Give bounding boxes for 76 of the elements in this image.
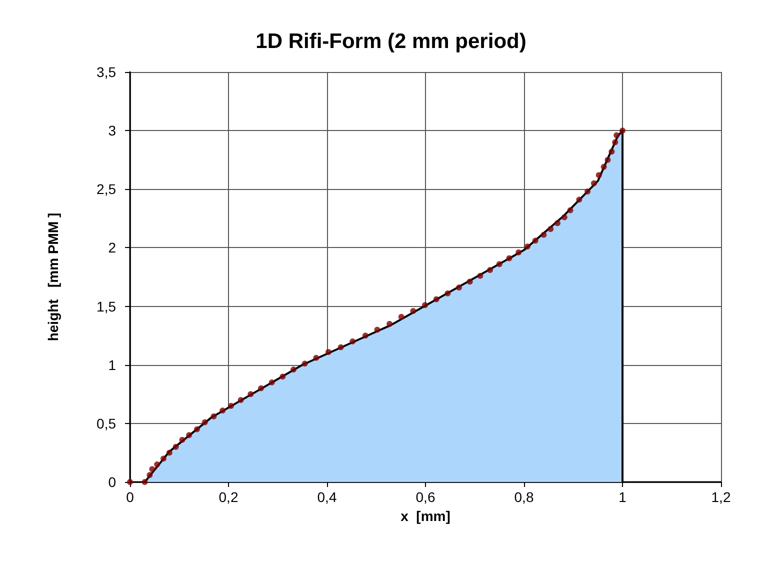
point [604,156,611,163]
point [410,308,416,314]
point [127,479,133,485]
x-tick-label: 1 [618,489,627,505]
y-tick-label: 3,5 [96,64,116,80]
point [258,385,264,392]
point [596,172,602,178]
point [477,272,484,279]
point [248,391,254,398]
point [268,379,275,386]
point [614,132,620,138]
point [290,366,297,373]
point [228,402,234,409]
point [238,397,244,403]
point [524,244,530,250]
point [154,461,160,468]
point [433,296,440,302]
x-tick-label: 0,8 [514,489,534,505]
point [422,302,428,308]
point [612,139,618,146]
x-tick-label: 0,4 [317,489,337,505]
x-axis-title: x [mm] [400,508,450,524]
point [567,207,574,214]
point [302,360,308,367]
y-tick-label: 0 [108,474,116,490]
point [584,188,591,194]
chart-title: 1D Rifi-Form (2 mm period) [256,30,526,53]
point [506,255,512,262]
point [202,419,208,426]
point [398,314,404,320]
point [576,196,582,203]
x-tick-label: 0,6 [416,489,436,505]
point [146,472,153,478]
point [186,432,192,438]
point [532,238,538,244]
point [540,232,547,238]
y-tick-label: 1,5 [96,298,116,314]
point [350,338,356,344]
point [487,266,494,273]
point [338,344,344,350]
y-axis-title: height [mm PMM ] [45,212,61,342]
point [554,220,560,226]
y-tick-label: 3 [108,122,116,139]
point [325,348,332,355]
point [548,226,554,232]
point [444,290,451,296]
point [142,479,148,485]
point [456,284,462,291]
point [466,278,473,285]
point [516,249,522,256]
x-tick-label: 1,2 [711,489,731,505]
y-tick-label: 2,5 [96,181,116,198]
point [386,320,393,327]
point [149,466,156,472]
point [362,332,368,339]
y-tick-label: 0,5 [96,415,116,432]
point [590,180,597,186]
x-tick-label: 0 [126,489,134,505]
point [561,214,568,220]
point [374,326,380,333]
y-tick-label: 1 [108,356,116,373]
point [608,148,615,155]
point [160,456,166,462]
point [620,128,626,134]
point [496,261,502,268]
point [210,413,217,420]
point [313,354,320,361]
point [600,164,607,170]
point [166,450,172,456]
y-tick-label: 2 [108,240,116,256]
point [172,444,179,450]
point [179,436,186,443]
point [194,426,200,432]
point [220,408,226,414]
point [280,374,286,380]
x-tick-label: 0,2 [218,489,238,505]
